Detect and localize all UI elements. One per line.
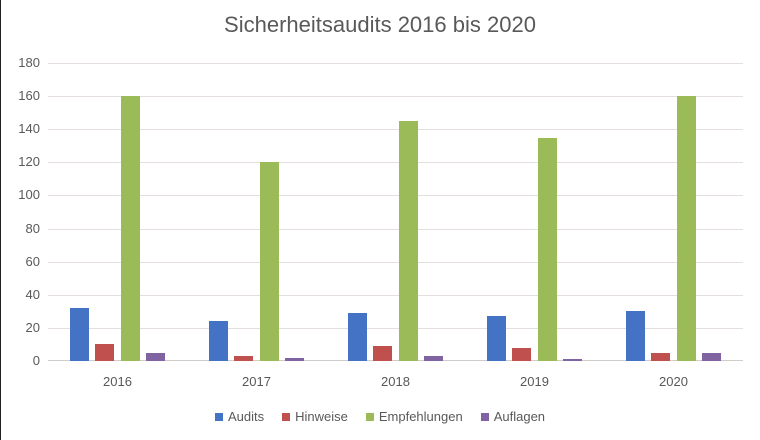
- x-tick-label: 2016: [103, 374, 132, 389]
- x-tick-label: 2018: [381, 374, 410, 389]
- gridline: [48, 261, 743, 263]
- bar-audits-2018[interactable]: [348, 313, 367, 361]
- bar-empfehlungen-2019[interactable]: [538, 137, 557, 361]
- bar-auflagen-2018[interactable]: [424, 356, 443, 361]
- plot-area: [48, 63, 743, 361]
- gridline: [48, 63, 743, 64]
- y-tick-label: 120: [18, 154, 40, 170]
- y-tick-label: 80: [25, 220, 40, 236]
- bar-audits-2019[interactable]: [487, 316, 506, 361]
- bar-auflagen-2016[interactable]: [146, 352, 165, 361]
- y-tick-label: 40: [25, 286, 40, 302]
- legend-swatch-icon: [480, 412, 489, 421]
- legend-label: Empfehlungen: [378, 409, 463, 424]
- bar-group-2016: [48, 63, 187, 361]
- legend-label: Audits: [227, 409, 265, 424]
- bar-empfehlungen-2016[interactable]: [121, 96, 140, 361]
- gridline: [48, 195, 743, 197]
- bar-hinweise-2018[interactable]: [373, 346, 392, 361]
- x-tick-label: 2017: [242, 374, 271, 389]
- bar-audits-2020[interactable]: [626, 311, 645, 361]
- bar-empfehlungen-2018[interactable]: [399, 120, 418, 361]
- bar-hinweise-2020[interactable]: [651, 352, 670, 361]
- bar-auflagen-2017[interactable]: [285, 357, 304, 361]
- legend-label: Hinweise: [295, 409, 348, 424]
- legend-swatch-icon: [214, 412, 223, 421]
- bar-group-2018: [326, 63, 465, 361]
- gridline: [48, 129, 743, 131]
- y-tick-label: 140: [18, 121, 40, 137]
- x-axis-line: [48, 360, 743, 361]
- left-border: [0, 0, 1, 440]
- legend: Audits Hinweise Empfehlungen Auflagen: [0, 409, 760, 424]
- bar-empfehlungen-2017[interactable]: [260, 162, 279, 361]
- y-tick-label: 180: [18, 55, 40, 70]
- legend-item-empfehlungen[interactable]: Empfehlungen: [365, 409, 463, 424]
- bar-group-2019: [465, 63, 604, 361]
- bar-empfehlungen-2020[interactable]: [677, 96, 696, 361]
- bar-audits-2016[interactable]: [70, 308, 89, 361]
- x-tick-label: 2019: [520, 374, 549, 389]
- legend-label: Auflagen: [493, 409, 546, 424]
- y-tick-label: 160: [18, 88, 40, 104]
- legend-swatch-icon: [365, 412, 374, 421]
- legend-item-hinweise[interactable]: Hinweise: [282, 409, 348, 424]
- legend-item-auflagen[interactable]: Auflagen: [480, 409, 546, 424]
- bar-auflagen-2019[interactable]: [563, 359, 582, 361]
- gridline: [48, 294, 743, 296]
- y-tick-label: 100: [18, 187, 40, 203]
- gridline: [48, 162, 743, 164]
- bar-audits-2017[interactable]: [209, 321, 228, 361]
- gridline: [48, 228, 743, 230]
- gridline: [48, 96, 743, 98]
- y-tick-label: 20: [25, 319, 40, 335]
- legend-swatch-icon: [282, 412, 291, 421]
- y-tick-label: 0: [32, 353, 40, 368]
- bar-hinweise-2019[interactable]: [512, 347, 531, 361]
- gridline: [48, 327, 743, 329]
- bar-hinweise-2017[interactable]: [234, 356, 253, 361]
- x-tick-label: 2020: [659, 374, 688, 389]
- bar-auflagen-2020[interactable]: [702, 352, 721, 361]
- legend-item-audits[interactable]: Audits: [214, 409, 265, 424]
- chart-title: Sicherheitsaudits 2016 bis 2020: [224, 12, 536, 37]
- bar-group-2020: [604, 63, 743, 361]
- y-tick-label: 60: [25, 253, 40, 269]
- bar-hinweise-2016[interactable]: [95, 344, 114, 361]
- bar-group-2017: [187, 63, 326, 361]
